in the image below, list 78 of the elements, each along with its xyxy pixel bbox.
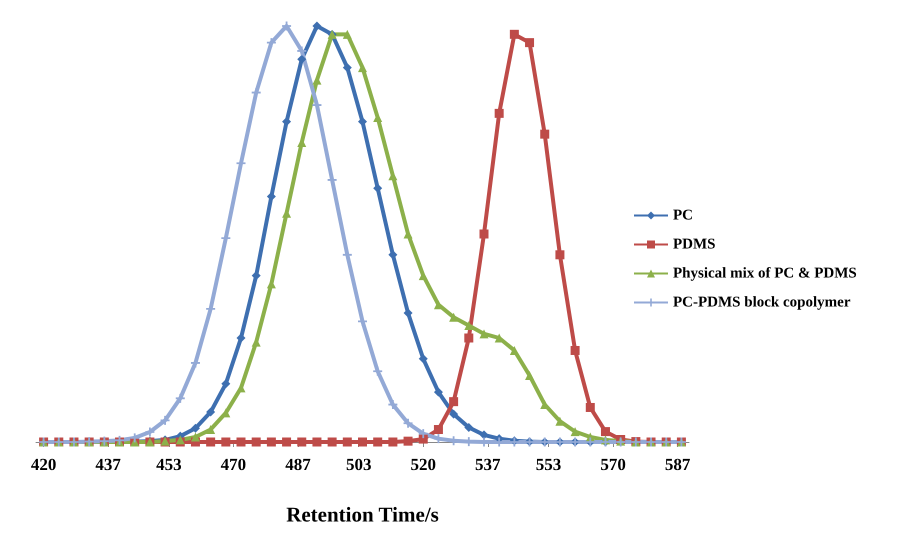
point — [160, 416, 170, 425]
point — [297, 54, 306, 64]
point — [479, 329, 488, 338]
point — [252, 438, 261, 446]
x-tick-label: 453 — [156, 455, 182, 474]
x-tick-label: 470 — [220, 455, 246, 474]
point — [342, 30, 352, 39]
point — [297, 46, 306, 56]
point — [176, 435, 185, 444]
point — [221, 379, 230, 388]
point — [145, 428, 154, 437]
x-tick-label: 487 — [285, 455, 312, 474]
point — [388, 400, 398, 410]
x-tick-label: 503 — [346, 455, 372, 474]
point — [540, 130, 550, 139]
legend-label: PDMS — [673, 236, 716, 252]
point — [328, 438, 337, 446]
point — [434, 425, 443, 434]
point — [236, 334, 246, 342]
point — [600, 427, 610, 436]
point — [342, 63, 352, 72]
point — [479, 430, 488, 440]
legend-label: Physical mix of PC & PDMS — [673, 266, 857, 282]
point — [252, 88, 261, 98]
point — [404, 308, 413, 318]
x-tick-label: 537 — [475, 455, 502, 474]
point — [525, 38, 534, 48]
point — [358, 63, 367, 72]
point — [479, 230, 488, 238]
point — [404, 418, 413, 428]
point — [297, 438, 306, 446]
x-tick-label: 437 — [95, 455, 122, 474]
point — [555, 250, 564, 260]
legend-label: PC-PDMS block copolymer — [673, 294, 851, 310]
point — [358, 438, 367, 446]
point — [404, 436, 413, 446]
point — [206, 408, 216, 417]
point — [190, 358, 200, 368]
point — [449, 397, 458, 406]
point — [570, 427, 580, 436]
point — [570, 346, 580, 355]
point — [418, 354, 428, 364]
x-tick-label: 553 — [536, 455, 562, 474]
point — [434, 388, 443, 397]
x-tick-label: 520 — [410, 455, 436, 474]
point — [586, 402, 595, 412]
point — [266, 438, 276, 446]
x-tick-label: 587 — [664, 455, 691, 474]
point — [206, 438, 216, 446]
point — [236, 438, 246, 446]
point — [373, 438, 382, 446]
point — [266, 38, 276, 48]
point — [449, 312, 458, 322]
x-tick-label: 570 — [600, 455, 626, 474]
point — [221, 438, 230, 446]
point — [464, 422, 474, 432]
point — [190, 424, 200, 433]
point — [555, 416, 564, 426]
point — [252, 271, 261, 280]
x-axis-title: Retention Time/s — [286, 502, 439, 526]
point — [449, 410, 458, 419]
point — [312, 438, 322, 446]
point — [525, 370, 534, 380]
x-tick-label: 420 — [30, 455, 56, 474]
point — [282, 22, 292, 30]
legend-label: PC — [673, 208, 693, 224]
point — [388, 438, 398, 446]
point — [494, 108, 504, 118]
point — [342, 438, 352, 446]
point — [190, 432, 200, 442]
point — [418, 434, 428, 444]
point — [510, 30, 519, 39]
point — [510, 346, 519, 355]
point — [464, 321, 474, 330]
point — [464, 334, 474, 342]
point — [312, 22, 322, 30]
point — [206, 425, 216, 434]
point — [282, 438, 292, 446]
